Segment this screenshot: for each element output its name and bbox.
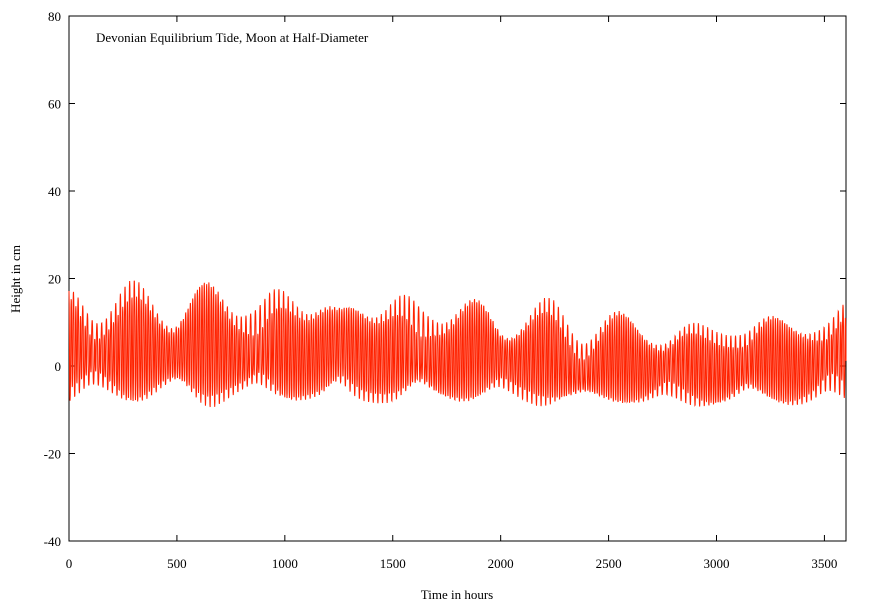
y-tick-label: 20 — [48, 272, 61, 287]
x-tick-label: 3500 — [811, 556, 837, 571]
y-tick-label: 80 — [48, 9, 61, 24]
y-axis-title: Height in cm — [8, 245, 23, 313]
y-tick-label: 0 — [55, 359, 62, 374]
y-tick-label: -20 — [44, 447, 61, 462]
tide-height-series-line — [69, 281, 846, 407]
x-tick-label: 1500 — [380, 556, 406, 571]
x-tick-label: 0 — [66, 556, 73, 571]
y-tick-label: -40 — [44, 534, 61, 549]
y-tick-label: 40 — [48, 184, 61, 199]
x-tick-label: 500 — [167, 556, 187, 571]
series-layer — [69, 281, 846, 407]
tick-labels: 0 500 1000 1500 2000 2500 3000 3500 -40 -20 0 20 40 6… — [44, 9, 838, 571]
y-tick-label: 60 — [48, 97, 61, 112]
x-tick-label: 3000 — [704, 556, 730, 571]
x-tick-label: 2000 — [488, 556, 514, 571]
x-tick-label: 2500 — [596, 556, 622, 571]
plot-frame — [69, 16, 846, 541]
x-axis-title: Time in hours — [421, 587, 493, 602]
x-tick-label: 1000 — [272, 556, 298, 571]
chart-title: Devonian Equilibrium Tide, Moon at Half-… — [96, 30, 369, 45]
axis-ticks — [69, 16, 846, 541]
